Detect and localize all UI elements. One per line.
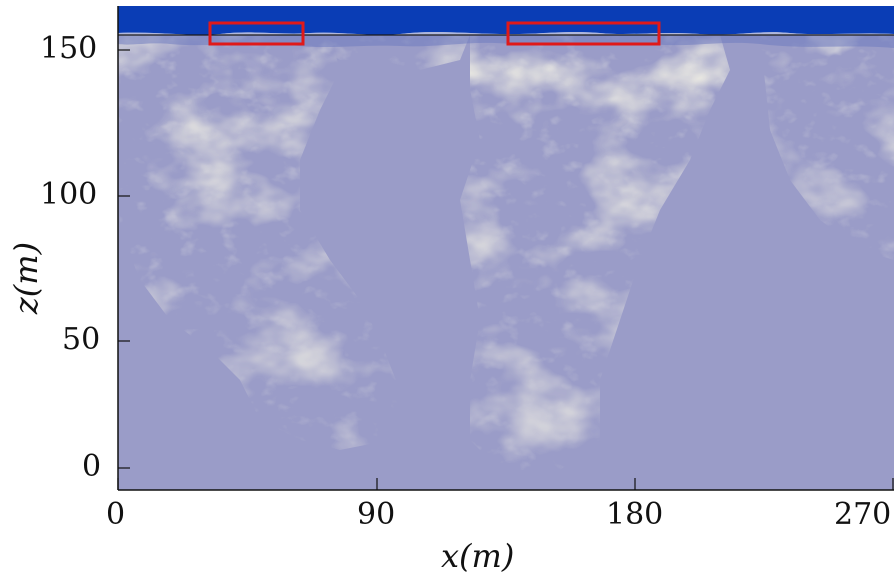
x-axis-label: x(m) <box>441 537 515 575</box>
z-axis-label: z(m) <box>7 241 46 315</box>
z-tick-label-0: 0 <box>82 449 102 484</box>
x-tick-label-270: 270 <box>834 497 892 532</box>
air-layer <box>118 6 894 35</box>
z-tick-label-150: 150 <box>40 31 98 66</box>
highlight-box-left <box>208 21 305 46</box>
air-plume-blend <box>118 31 894 48</box>
z-tick-label-50: 50 <box>62 322 101 357</box>
x-tick-label-0: 0 <box>106 497 126 532</box>
x-tick-label-180: 180 <box>606 497 664 532</box>
z-tick-label-100: 100 <box>40 177 98 212</box>
x-tick-label-90: 90 <box>357 497 396 532</box>
highlight-box-right <box>506 21 661 46</box>
plume-detail <box>118 35 894 490</box>
